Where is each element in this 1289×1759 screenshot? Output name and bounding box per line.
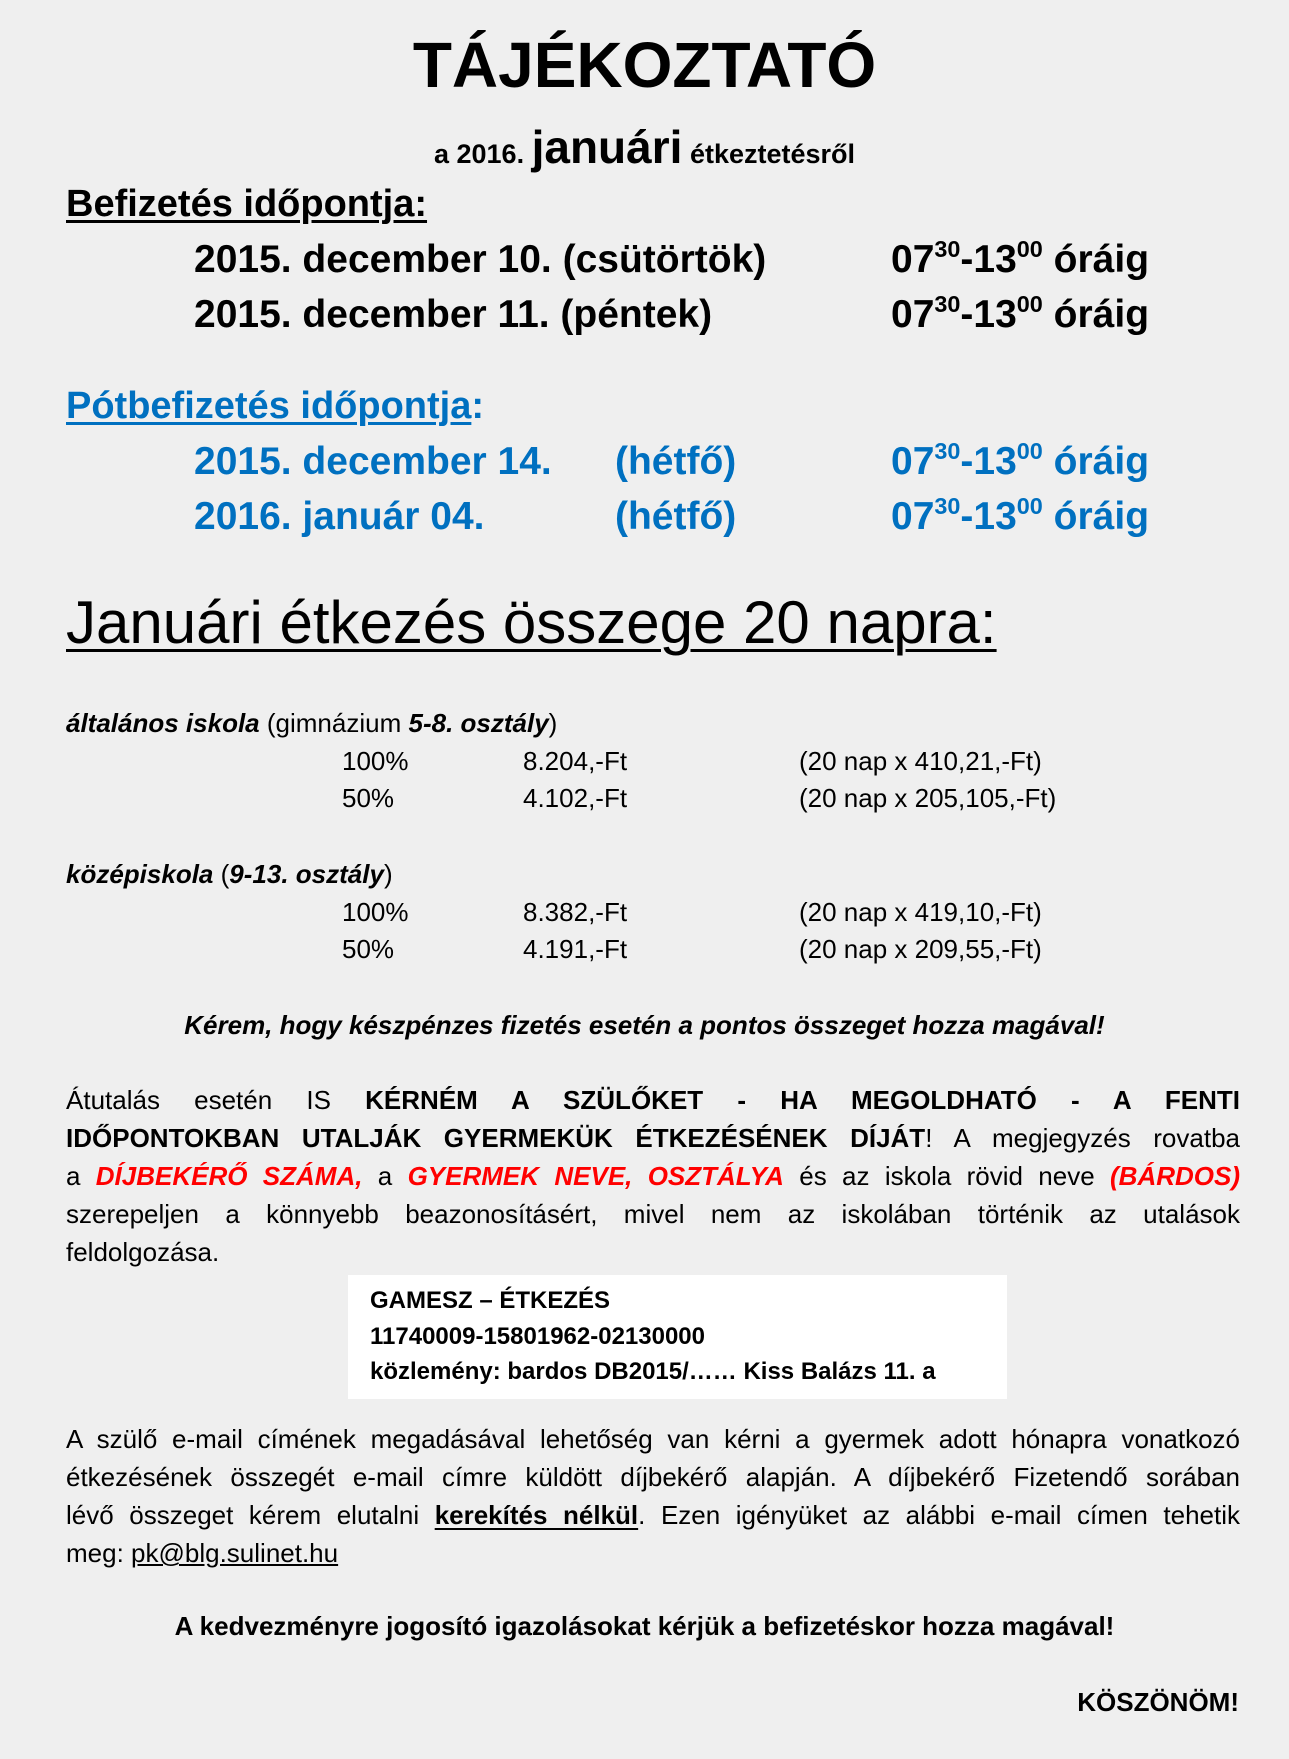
- secondary-pct-2: 50%: [342, 934, 395, 964]
- primary-amount-2: 4.102,-Ft: [523, 783, 628, 813]
- subtitle-pre: a 2016.: [433, 139, 525, 169]
- payment-time-2: 0730-1300 óráig: [891, 290, 1150, 336]
- secondary-amount-2: 4.191,-Ft: [523, 934, 628, 964]
- payment-date-2: 2015. december 11. (péntek): [194, 293, 713, 336]
- subtitle-post: étkeztetésről: [689, 139, 856, 169]
- payment-heading: Befizetés időpontja:: [66, 183, 428, 225]
- subtitle: a 2016. januári étkeztetésről: [0, 120, 1289, 174]
- secondary-calc-1: (20 nap x 419,10,-Ft): [799, 897, 1042, 927]
- bank-account: 11740009-15801962-02130000: [370, 1323, 706, 1350]
- primary-pct-2: 50%: [342, 783, 395, 813]
- subtitle-month: januári: [531, 121, 683, 173]
- secondary-calc-2: (20 nap x 209,55,-Ft): [799, 934, 1042, 964]
- late-day-2: (hétfő): [615, 495, 737, 538]
- cash-note: Kérem, hogy készpénzes fizetés esetén a …: [184, 1010, 1105, 1040]
- email-paragraph: A szülő e-mail címének megadásával lehet…: [66, 1424, 1240, 1568]
- primary-amount-1: 8.204,-Ft: [523, 746, 628, 776]
- secondary-heading: középiskola (9-13. osztály): [66, 859, 393, 889]
- primary-heading: általános iskola (gimnázium 5-8. osztály…: [66, 708, 558, 738]
- bank-details-box: GAMESZ – ÉTKEZÉS 11740009-15801962-02130…: [348, 1275, 1007, 1399]
- email-link[interactable]: pk@blg.sulinet.hu: [131, 1538, 339, 1568]
- thanks: KÖSZÖNÖM!: [1077, 1687, 1239, 1717]
- secondary-amount-1: 8.382,-Ft: [523, 897, 628, 927]
- payment-time-1: 0730-1300 óráig: [891, 235, 1150, 281]
- late-payment-heading: Pótbefizetés időpontja:: [66, 385, 485, 427]
- payment-date-1: 2015. december 10. (csütörtök): [194, 238, 767, 281]
- discount-note: A kedvezményre jogosító igazolásokat kér…: [174, 1611, 1115, 1641]
- amount-heading: Januári étkezés összege 20 napra:: [66, 589, 997, 656]
- primary-calc-1: (20 nap x 410,21,-Ft): [799, 746, 1042, 776]
- bank-name: GAMESZ – ÉTKEZÉS: [370, 1287, 611, 1314]
- late-date-1: 2015. december 14.: [194, 440, 552, 483]
- late-time-1: 0730-1300 óráig: [891, 437, 1150, 483]
- late-day-1: (hétfő): [615, 440, 737, 483]
- primary-calc-2: (20 nap x 205,105,-Ft): [799, 783, 1057, 813]
- page-title: TÁJÉKOZTATÓ: [412, 29, 877, 101]
- primary-pct-1: 100%: [342, 746, 409, 776]
- secondary-pct-1: 100%: [342, 897, 409, 927]
- transfer-paragraph: Átutalás esetén IS KÉRNÉM A SZÜLŐKET - H…: [66, 1085, 1241, 1267]
- late-time-2: 0730-1300 óráig: [891, 492, 1150, 538]
- late-date-2: 2016. január 04.: [194, 495, 485, 538]
- bank-reference: közlemény: bardos DB2015/…… Kiss Balázs …: [370, 1358, 936, 1385]
